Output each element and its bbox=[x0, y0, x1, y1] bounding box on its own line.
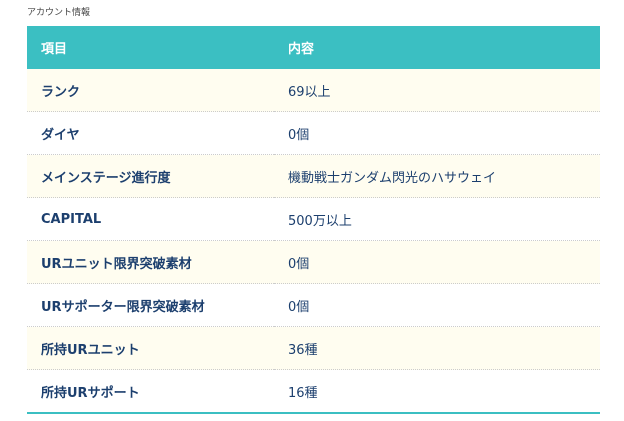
account-info-table: 項目 内容 ランク 69以上 ダイヤ 0個 メインステージ進行度 機動戦士ガンダム閃光のハ… bbox=[27, 26, 600, 414]
row-value: 16種 bbox=[274, 369, 600, 414]
row-label: メインステージ進行度 bbox=[27, 154, 274, 198]
row-label: URサポーター限界突破素材 bbox=[27, 283, 274, 327]
row-value: 500万以上 bbox=[274, 197, 600, 241]
table-row: ランク 69以上 bbox=[27, 69, 600, 112]
table-header: 項目 内容 bbox=[27, 26, 600, 69]
table-row: CAPITAL 500万以上 bbox=[27, 197, 600, 241]
table-caption: アカウント情報 bbox=[27, 8, 91, 18]
row-value: 0個 bbox=[274, 283, 600, 327]
table-row: 所持URユニット 36種 bbox=[27, 326, 600, 370]
row-label: 所持URサポート bbox=[27, 369, 274, 414]
row-value: 36種 bbox=[274, 326, 600, 370]
table-row: メインステージ進行度 機動戦士ガンダム閃光のハサウェイ bbox=[27, 154, 600, 198]
table-row: URサポーター限界突破素材 0個 bbox=[27, 283, 600, 327]
row-label: URユニット限界突破素材 bbox=[27, 240, 274, 284]
row-value: 0個 bbox=[274, 111, 600, 155]
row-label: ダイヤ bbox=[27, 111, 274, 155]
row-value: 機動戦士ガンダム閃光のハサウェイ bbox=[274, 154, 600, 198]
row-label: 所持URユニット bbox=[27, 326, 274, 370]
table-row: 所持URサポート 16種 bbox=[27, 369, 600, 414]
row-value: 69以上 bbox=[274, 69, 600, 112]
table-row: ダイヤ 0個 bbox=[27, 111, 600, 155]
table-row: URユニット限界突破素材 0個 bbox=[27, 240, 600, 284]
row-value: 0個 bbox=[274, 240, 600, 284]
header-item: 項目 bbox=[27, 26, 274, 69]
header-content: 内容 bbox=[274, 26, 600, 69]
row-label: CAPITAL bbox=[27, 197, 274, 241]
row-label: ランク bbox=[27, 69, 274, 112]
